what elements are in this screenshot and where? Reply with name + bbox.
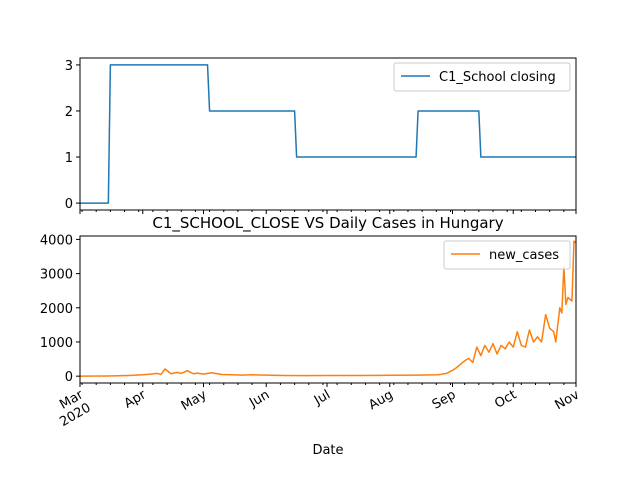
top-y-tick-label: 2	[65, 105, 73, 120]
top-series-lines	[80, 64, 576, 204]
x-axis-label: Date	[312, 443, 343, 458]
top-series-line	[80, 64, 576, 204]
bottom-y-tick-label: 4000	[40, 233, 73, 248]
bottom-series-line	[79, 240, 577, 377]
chart-title: C1_SCHOOL_CLOSE VS Daily Cases in Hungar…	[152, 214, 503, 233]
bottom-y-tick-label: 0	[65, 370, 73, 385]
x-tick-label: Jul	[311, 387, 333, 408]
bottom-y-ticks: 0 1000 2000 3000 4000	[40, 233, 80, 385]
bottom-legend-box	[443, 240, 571, 270]
bottom-series-lines	[79, 240, 577, 377]
top-subplot: 0 1 2 3 C1_School closing	[65, 57, 577, 214]
top-y-tick-label: 1	[65, 151, 73, 166]
bottom-y-tick-label: 1000	[40, 336, 73, 351]
bottom-y-tick-label: 2000	[40, 302, 73, 317]
x-tick-label-line: Jul	[311, 387, 333, 408]
top-y-ticks: 0 1 2 3	[65, 59, 80, 212]
top-legend: C1_School closing	[393, 62, 571, 92]
top-legend-label: C1_School closing	[439, 70, 556, 85]
top-y-tick-label: 0	[65, 197, 73, 212]
top-y-tick-label: 3	[65, 59, 73, 74]
bottom-y-tick-label: 3000	[40, 268, 73, 283]
bottom-legend: new_cases	[443, 240, 571, 270]
top-axes-frame	[79, 57, 577, 211]
top-legend-box	[393, 62, 571, 92]
bottom-legend-label: new_cases	[489, 248, 559, 263]
bottom-axes-frame	[79, 235, 577, 384]
